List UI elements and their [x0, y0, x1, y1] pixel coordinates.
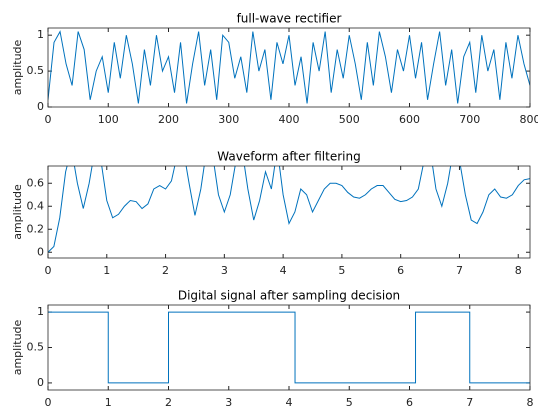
y-tick-label: 0.5	[27, 64, 45, 77]
y-axis-label: amplitude	[11, 39, 24, 95]
y-tick-label: 0	[37, 100, 44, 113]
x-tick-label: 5	[338, 264, 345, 277]
x-tick-label: 800	[520, 113, 538, 126]
y-tick-label: 1	[37, 28, 44, 41]
chart-title: Digital signal after sampling decision	[178, 289, 400, 303]
x-tick-label: 1	[103, 264, 110, 277]
axes-box	[47, 304, 531, 391]
axes-box	[47, 27, 531, 108]
x-tick-label: 100	[98, 113, 119, 126]
x-tick-label: 6	[406, 396, 413, 409]
x-tick-label: 3	[221, 264, 228, 277]
data-line	[48, 311, 530, 384]
x-tick-label: 500	[339, 113, 360, 126]
x-tick-label: 200	[158, 113, 179, 126]
y-tick-label: 0.6	[27, 176, 45, 189]
x-tick-label: 4	[280, 264, 287, 277]
x-tick-label: 0	[45, 264, 52, 277]
chart-title: full-wave rectifier	[237, 12, 342, 26]
y-axis-label: amplitude	[11, 319, 24, 375]
x-tick-label: 300	[218, 113, 239, 126]
x-tick-label: 600	[399, 113, 420, 126]
y-axis-label: amplitude	[11, 184, 24, 240]
x-tick-label: 7	[456, 264, 463, 277]
x-tick-label: 0	[45, 113, 52, 126]
data-line	[48, 30, 530, 104]
subplot: full-wave rectifier amplitude 0 100 200 300 40…	[11, 12, 538, 127]
x-tick-label: 2	[165, 396, 172, 409]
x-tick-label: 7	[466, 396, 473, 409]
x-tick-label: 700	[459, 113, 480, 126]
x-tick-label: 8	[515, 264, 522, 277]
y-tick-label: 0.5	[27, 341, 45, 354]
x-tick-label: 8	[527, 396, 534, 409]
y-tick-label: 0	[37, 376, 44, 389]
x-tick-label: 2	[162, 264, 169, 277]
x-tick-label: 4	[286, 396, 293, 409]
y-tick-label: 1	[37, 305, 44, 318]
data-line	[48, 166, 530, 253]
x-tick-label: 400	[279, 113, 300, 126]
axes-box	[47, 165, 531, 259]
y-tick-label: 0.2	[27, 222, 45, 235]
x-tick-label: 6	[397, 264, 404, 277]
x-tick-label: 5	[346, 396, 353, 409]
x-tick-label: 1	[105, 396, 112, 409]
y-tick-label: 0.4	[27, 199, 45, 212]
x-tick-label: 0	[45, 396, 52, 409]
y-tick-label: 0	[37, 245, 44, 258]
subplot: Waveform after filtering amplitude 0 1 2 3 4 5 6…	[11, 150, 531, 277]
x-tick-label: 3	[225, 396, 232, 409]
subplot: Digital signal after sampling decision am…	[11, 289, 534, 410]
chart-title: Waveform after filtering	[217, 150, 360, 164]
